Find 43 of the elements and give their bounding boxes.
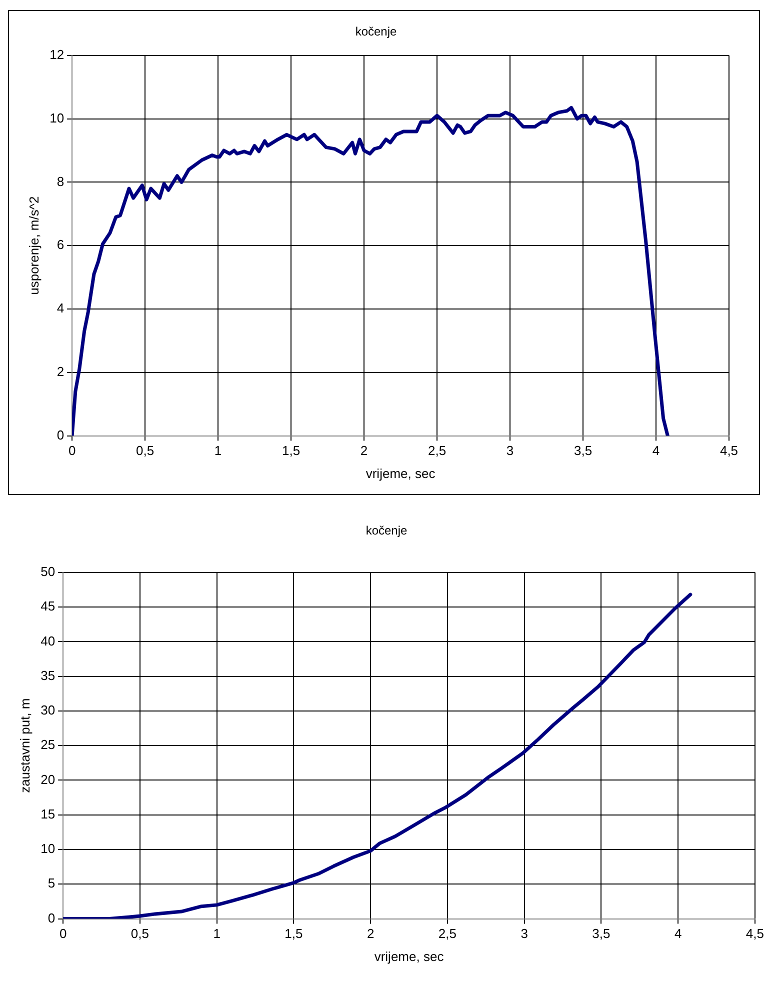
y-tick-label: 15	[40, 806, 56, 822]
x-tick-label: 1	[213, 926, 220, 942]
y-tick-label: 2	[56, 364, 64, 379]
x-tick-label: 1,5	[284, 926, 303, 942]
x-tick-label: 3	[520, 926, 528, 942]
y-tick-label: 40	[40, 633, 56, 648]
x-tick-label: 3,5	[592, 926, 610, 942]
x-tick-label: 2,5	[428, 443, 446, 458]
y-tick-label: 8	[56, 174, 64, 189]
x-tick-label: 2	[360, 443, 368, 458]
x-tick-label: 0,5	[130, 926, 149, 942]
y-tick-label: 50	[40, 564, 56, 579]
x-tick-label: 2,5	[438, 926, 456, 942]
y-tick-label: 30	[40, 702, 56, 718]
x-tick-label: 4,5	[746, 926, 764, 942]
x-axis-title: vrijeme, sec	[374, 948, 444, 964]
y-tick-label: 6	[56, 237, 64, 252]
x-tick-label: 4	[652, 443, 660, 458]
y-tick-label: 12	[50, 46, 64, 62]
x-tick-label: 0	[68, 443, 76, 458]
x-tick-label: 4,5	[720, 443, 738, 458]
x-axis-title: vrijeme, sec	[366, 466, 436, 481]
y-axis-title: usporenje, m/s^2	[26, 196, 42, 295]
y-tick-label: 5	[48, 876, 56, 891]
x-tick-label: 4	[674, 926, 682, 942]
y-tick-label: 0	[48, 910, 56, 926]
y-tick-label: 10	[50, 110, 64, 126]
y-tick-label: 20	[40, 772, 56, 787]
y-tick-label: 0	[56, 427, 64, 442]
y-tick-label: 35	[40, 668, 56, 683]
y-tick-label: 25	[40, 737, 56, 752]
x-tick-label: 3,5	[574, 443, 592, 458]
x-tick-label: 2	[366, 926, 374, 942]
x-tick-label: 1	[214, 443, 222, 458]
y-tick-label: 4	[56, 300, 64, 316]
chart-title: kočenje	[366, 524, 408, 538]
chart-title: kočenje	[355, 24, 397, 39]
x-tick-label: 1,5	[282, 443, 300, 458]
x-tick-label: 0,5	[136, 443, 154, 458]
y-tick-label: 10	[40, 841, 56, 856]
y-axis-title: zaustavni put, m	[17, 698, 32, 793]
y-tick-label: 45	[40, 598, 56, 614]
x-tick-label: 3	[506, 443, 514, 458]
